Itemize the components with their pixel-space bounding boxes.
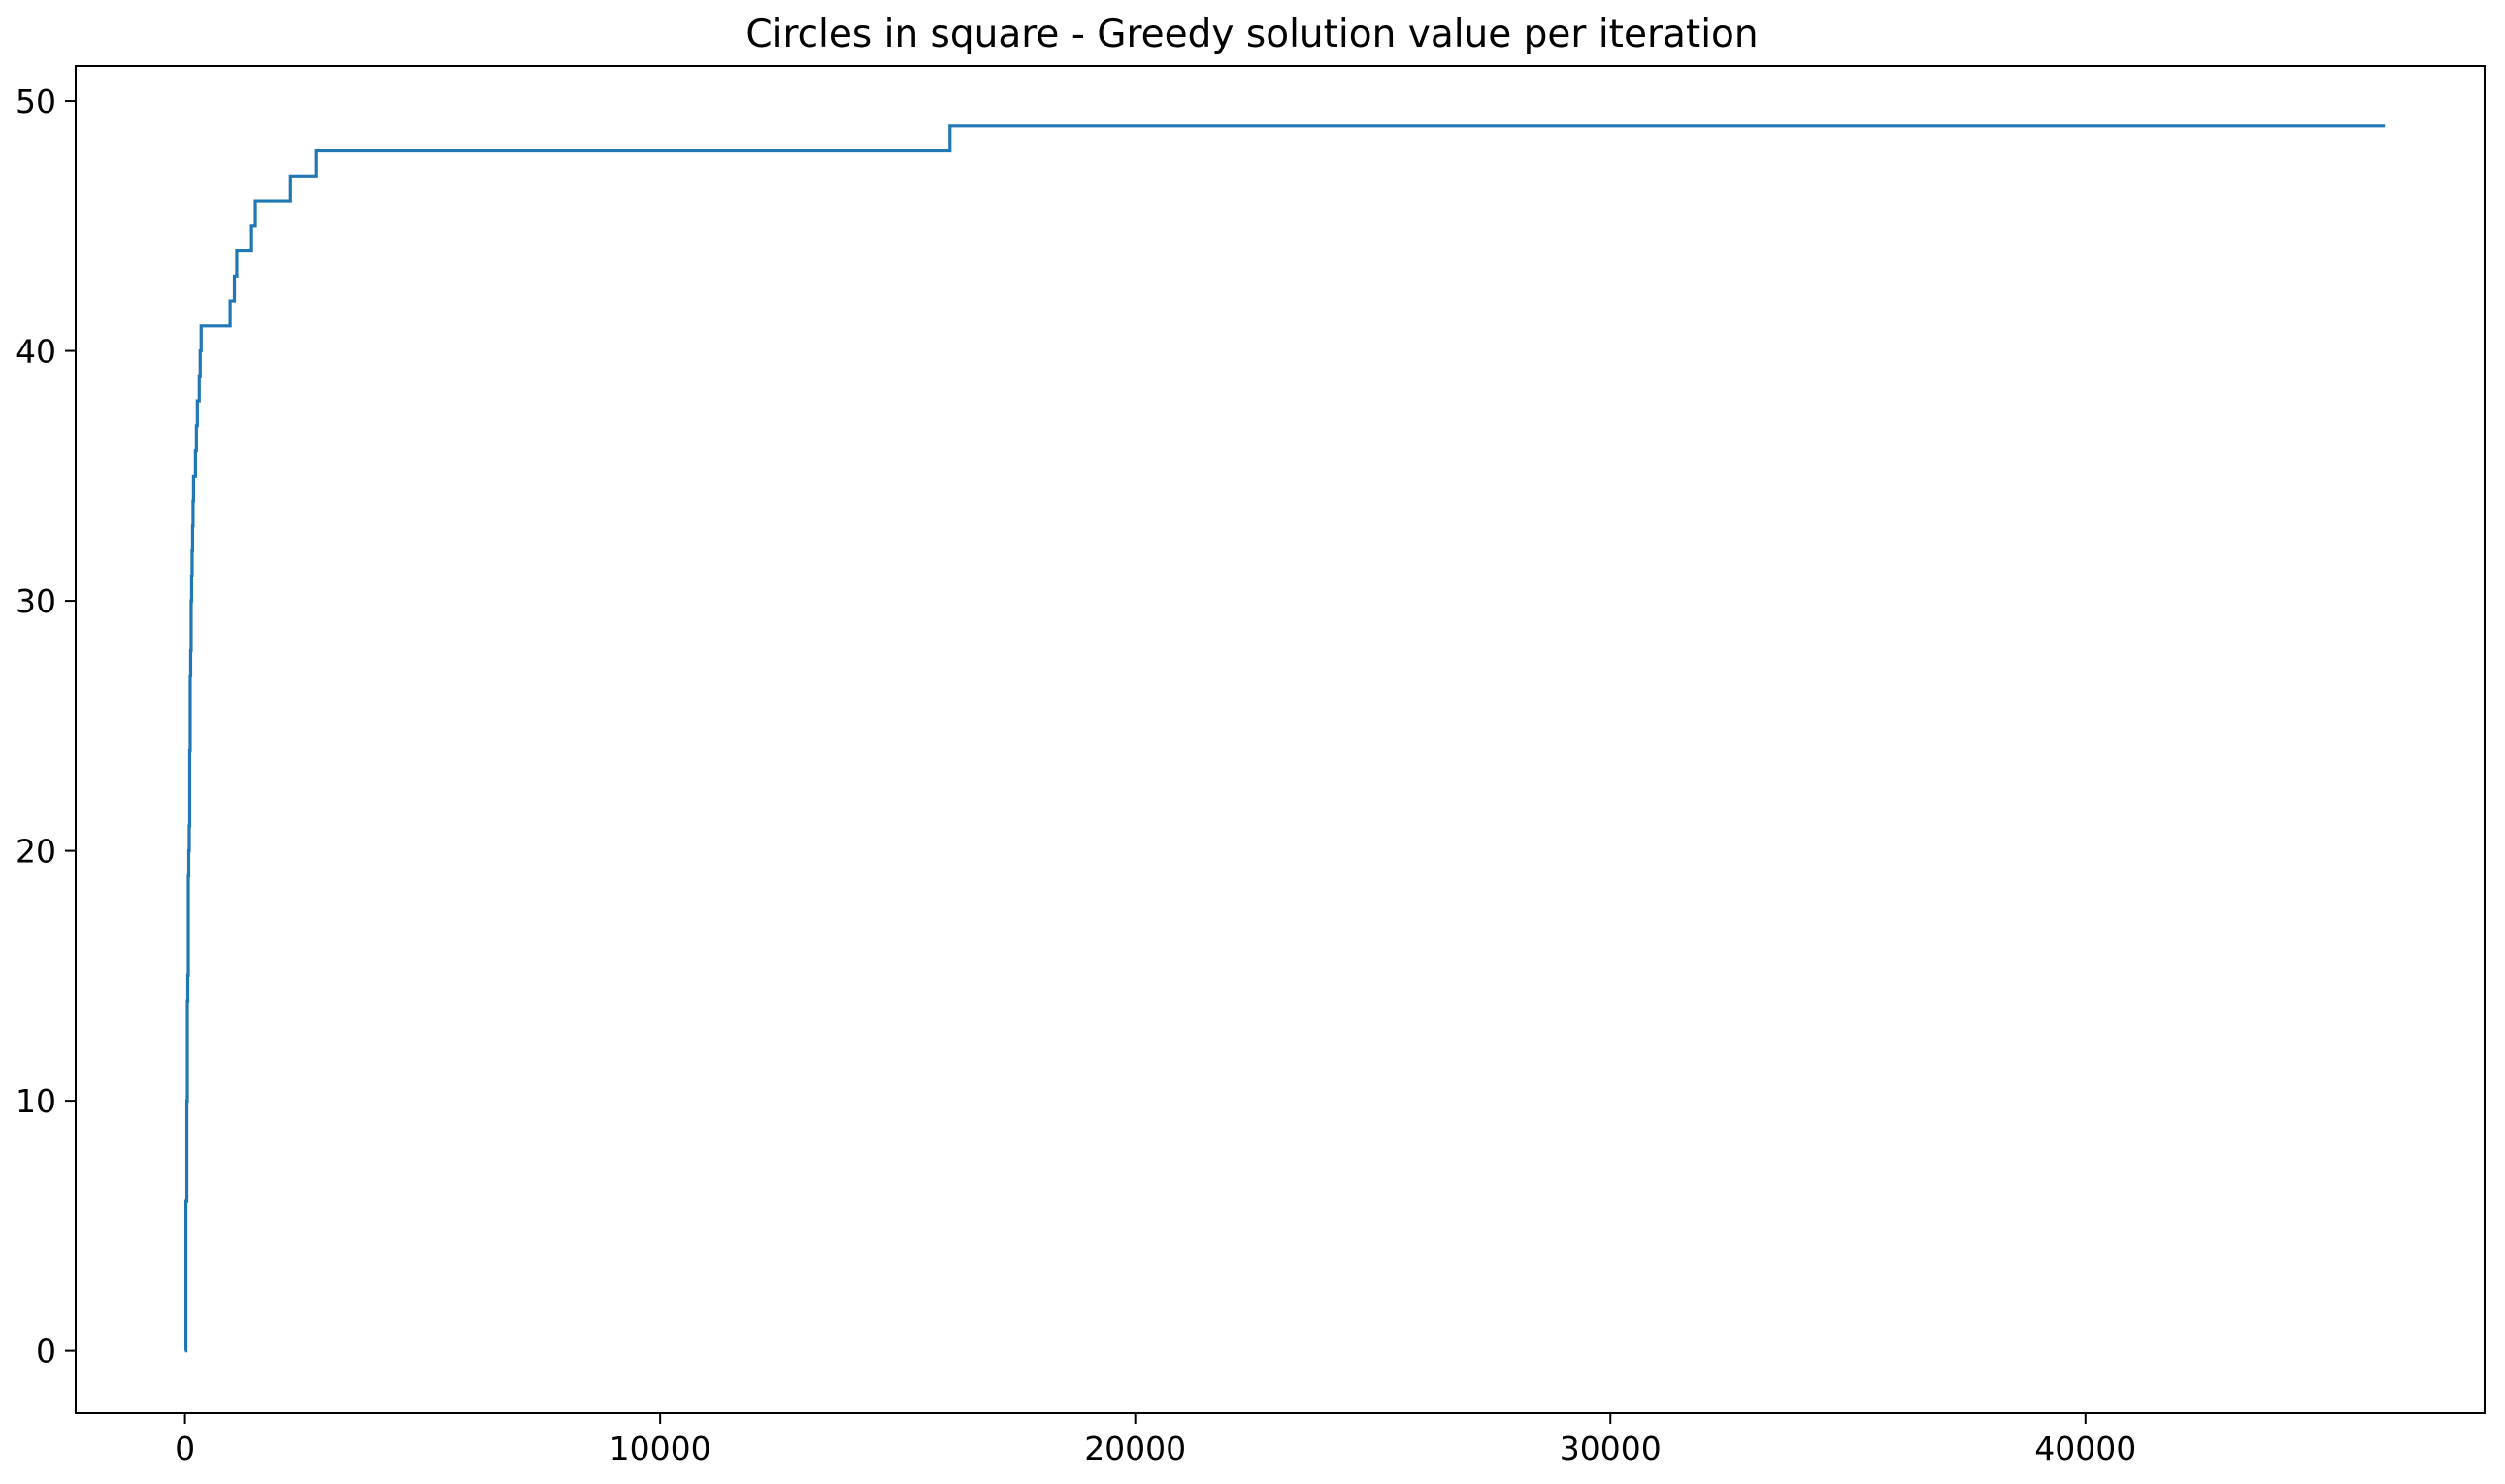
chart-title: Circles in square - Greedy solution valu…: [745, 13, 1758, 56]
series-line-0: [183, 124, 2386, 1353]
y-tick-label: 40: [16, 333, 56, 371]
x-tick-label: 20000: [1084, 1430, 1186, 1468]
y-tick-label: 30: [16, 582, 56, 620]
y-tick-label: 10: [16, 1082, 56, 1120]
x-tick-label: 0: [175, 1430, 195, 1468]
y-tick-label: 50: [16, 82, 56, 120]
x-tick-label: 30000: [1560, 1430, 1662, 1468]
axes-layer: 0 10000 20000 30000 40000 0 10 20 30 40 50: [16, 65, 2486, 1468]
y-tick-label: 20: [16, 833, 56, 871]
y-tick-label: 0: [36, 1333, 56, 1370]
series-layer: [183, 124, 2386, 1353]
plot-frame: [75, 65, 2486, 1414]
x-tick-label: 40000: [2034, 1430, 2136, 1468]
x-tick-label: 10000: [610, 1430, 711, 1468]
